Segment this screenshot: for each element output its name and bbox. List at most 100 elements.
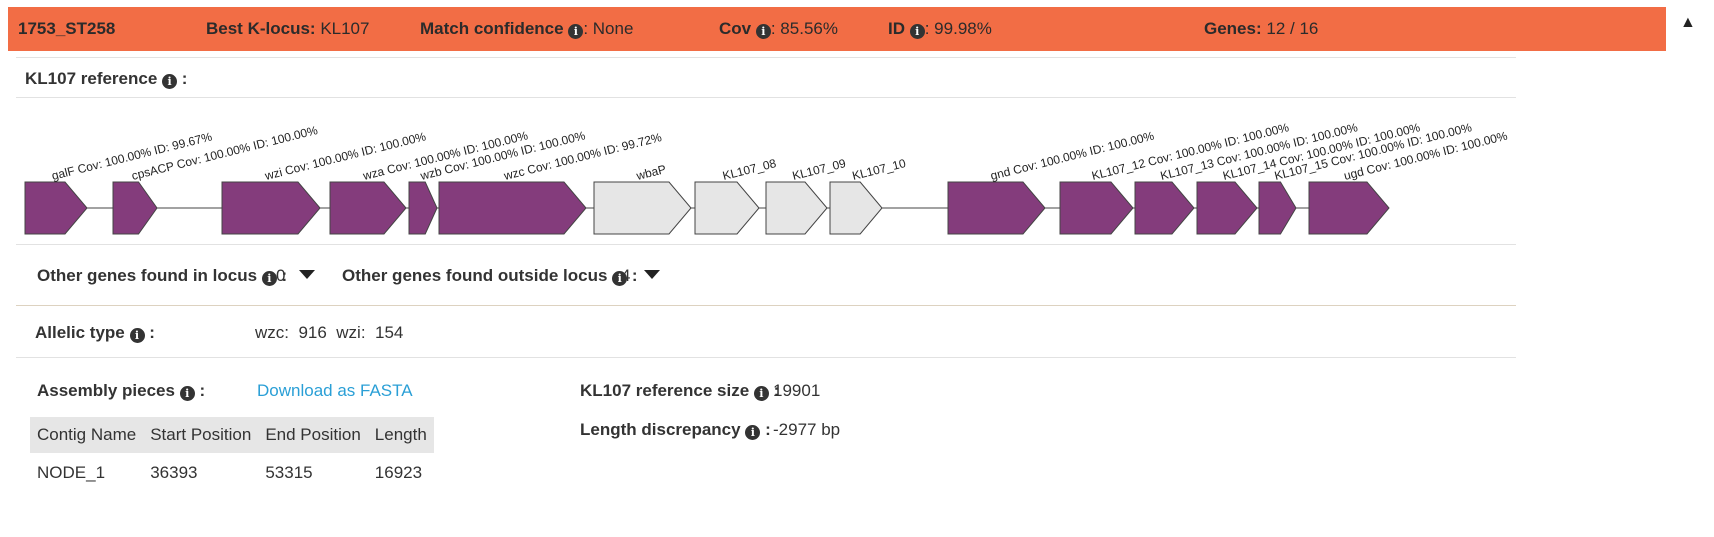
- colon: :: [149, 323, 155, 342]
- gene-label: KL107_08: [721, 156, 778, 183]
- gene-arrow[interactable]: [329, 181, 407, 235]
- column-header: Length: [367, 417, 434, 453]
- coverage-value: : 85.56%: [770, 19, 838, 38]
- collapse-up-icon[interactable]: ▲: [1680, 14, 1696, 31]
- gene-arrows-layer: galF Cov: 100.00% ID: 99.67%cpsACP Cov: …: [24, 120, 1509, 235]
- reference-size-label: KL107 reference size i :: [580, 381, 779, 401]
- length-discrepancy-label: Length discrepancy i :: [580, 420, 771, 440]
- colon: :: [181, 69, 188, 88]
- gene-arrow[interactable]: [408, 181, 438, 235]
- other-genes-outside-locus: Other genes found outside locus i :: [342, 266, 638, 286]
- info-icon[interactable]: i: [745, 425, 761, 440]
- colon: :: [281, 266, 288, 285]
- other-genes-in-locus: Other genes found in locus i :: [37, 266, 287, 286]
- divider: [16, 57, 1516, 58]
- gene-arrow[interactable]: [694, 181, 760, 235]
- info-icon[interactable]: i: [755, 24, 771, 39]
- caret-down-icon[interactable]: [644, 270, 661, 279]
- caret-down-icon[interactable]: [299, 270, 316, 279]
- colon: :: [773, 381, 780, 400]
- genes-label: Genes:: [1204, 19, 1262, 38]
- match-confidence: Match confidence i: None: [420, 19, 633, 39]
- wzi-label: wzi:: [336, 323, 366, 342]
- outside-locus-label: Other genes found outside locus: [342, 266, 608, 285]
- colon: :: [199, 381, 206, 400]
- table-cell: 53315: [265, 463, 313, 482]
- reference-size-text: KL107 reference size: [580, 381, 750, 400]
- allelic-type-text: Allelic type: [35, 323, 125, 342]
- wzc-value: 916: [298, 323, 327, 342]
- column-header: Start Position: [143, 417, 259, 453]
- info-icon[interactable]: i: [179, 386, 195, 401]
- column-header: Contig Name: [30, 417, 144, 453]
- match-confidence-value: : None: [583, 19, 634, 38]
- assembly-pieces-text: Assembly pieces: [37, 381, 175, 400]
- wzi-value: 154: [375, 323, 404, 342]
- best-locus-value: KL107: [320, 19, 370, 38]
- gene-arrow[interactable]: [24, 181, 88, 235]
- reference-size-value: 19901: [773, 381, 821, 400]
- divider: [16, 357, 1516, 358]
- gene-arrow[interactable]: [593, 181, 692, 235]
- gene-arrow[interactable]: [1134, 181, 1195, 235]
- divider: [16, 244, 1516, 245]
- coverage: Cov i: 85.56%: [719, 19, 838, 39]
- gene-label: KL107_10: [851, 156, 908, 183]
- info-icon[interactable]: i: [909, 24, 925, 39]
- info-icon[interactable]: i: [162, 74, 178, 89]
- best-locus: Best K-locus: KL107: [206, 19, 369, 39]
- gene-arrow[interactable]: [1308, 181, 1390, 235]
- table-cell: 36393: [150, 463, 198, 482]
- genes-count: Genes: 12 / 16: [1204, 19, 1318, 39]
- best-locus-label: Best K-locus:: [206, 19, 316, 38]
- info-icon[interactable]: i: [261, 271, 277, 286]
- contigs-table: Contig Name Start Position End Position …: [30, 417, 434, 493]
- coverage-label: Cov: [719, 19, 752, 38]
- length-discrepancy-value: -2977 bp: [773, 420, 841, 439]
- colon: :: [631, 266, 638, 285]
- match-confidence-label: Match confidence: [420, 19, 564, 38]
- divider: [16, 97, 1516, 98]
- gene-arrow[interactable]: [1258, 181, 1297, 235]
- allelic-type-label: Allelic type i :: [35, 323, 155, 343]
- gene-label: wbaP: [634, 162, 667, 183]
- info-icon[interactable]: i: [129, 328, 145, 343]
- reference-title-text: KL107 reference: [25, 69, 158, 88]
- allelic-values: wzc: 916 wzi: 154: [255, 323, 403, 343]
- gene-arrow[interactable]: [1059, 181, 1134, 235]
- table-row: NODE_1 36393 53315 16923: [30, 453, 434, 493]
- identity-value: : 99.98%: [924, 19, 992, 38]
- in-locus-value: 0: [276, 266, 286, 285]
- reference-title: KL107 reference i :: [25, 69, 187, 89]
- table-cell: 16923: [374, 463, 423, 482]
- outside-locus-dropdown[interactable]: 4: [621, 266, 661, 286]
- length-discrepancy-text: Length discrepancy: [580, 420, 741, 439]
- identity: ID i: 99.98%: [888, 19, 992, 39]
- gene-arrow[interactable]: [829, 181, 883, 235]
- in-locus-dropdown[interactable]: 0: [276, 266, 316, 286]
- gene-arrow[interactable]: [1196, 181, 1258, 235]
- identity-label: ID: [888, 19, 905, 38]
- info-icon[interactable]: i: [612, 271, 628, 286]
- gene-arrow[interactable]: [221, 181, 321, 235]
- sample-name: 1753_ST258: [18, 19, 116, 38]
- table-header-row: Contig Name Start Position End Position …: [30, 417, 434, 453]
- info-icon[interactable]: i: [568, 24, 584, 39]
- column-header: End Position: [258, 417, 368, 453]
- assembly-pieces-label: Assembly pieces i :: [37, 381, 205, 401]
- info-icon[interactable]: i: [753, 386, 769, 401]
- download-fasta-link[interactable]: Download as FASTA: [257, 381, 413, 400]
- colon: :: [765, 420, 771, 439]
- locus-gene-map: galF Cov: 100.00% ID: 99.67%cpsACP Cov: …: [24, 120, 1509, 235]
- gene-arrow[interactable]: [112, 181, 158, 235]
- gene-arrow[interactable]: [947, 181, 1046, 235]
- result-header-bar[interactable]: 1753_ST258 Best K-locus: KL107 Match con…: [8, 7, 1666, 51]
- gene-label: KL107_09: [791, 156, 848, 183]
- wzc-label: wzc:: [255, 323, 289, 342]
- outside-locus-value: 4: [621, 266, 631, 285]
- genes-value: 12 / 16: [1266, 19, 1319, 38]
- divider: [16, 305, 1516, 306]
- in-locus-label: Other genes found in locus: [37, 266, 258, 285]
- gene-arrow[interactable]: [438, 181, 587, 235]
- gene-arrow[interactable]: [765, 181, 828, 235]
